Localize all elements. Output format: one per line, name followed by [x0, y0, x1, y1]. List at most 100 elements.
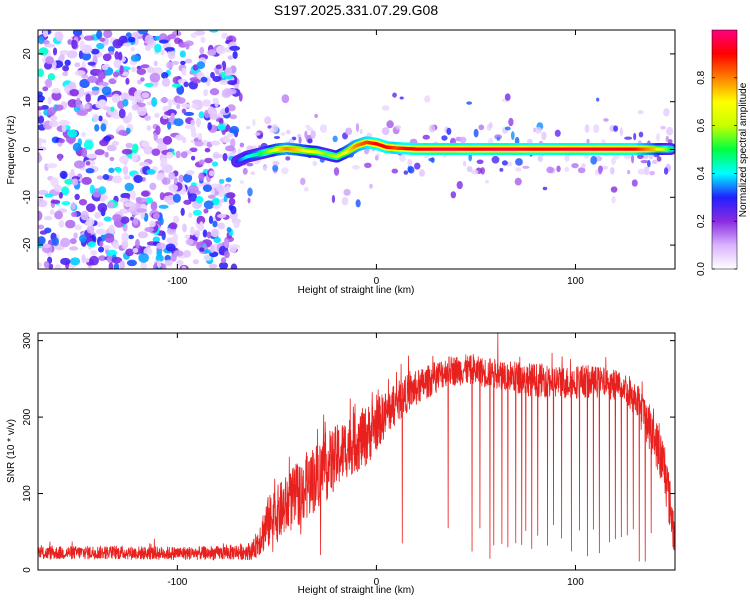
noise-blob: [73, 232, 78, 239]
colorbar-frame: [711, 29, 738, 270]
noise-blob: [542, 186, 548, 191]
noise-blob: [207, 49, 217, 56]
noise-blob: [210, 140, 221, 146]
noise-blob: [188, 212, 193, 218]
noise-blob: [218, 261, 229, 269]
noise-blob: [610, 186, 618, 193]
noise-blob: [45, 43, 56, 48]
noise-blob: [223, 74, 234, 80]
noise-blob: [106, 144, 117, 152]
noise-blob: [269, 127, 275, 133]
noise-blob: [207, 194, 216, 199]
noise-blob: [48, 120, 59, 128]
noise-blob: [556, 165, 561, 173]
noise-blob: [144, 115, 151, 121]
noise-blob: [208, 170, 215, 177]
noise-blob: [61, 186, 70, 196]
noise-blob: [596, 97, 600, 102]
noise-blob: [246, 125, 251, 130]
noise-blob: [191, 132, 198, 138]
noise-blob: [428, 124, 436, 133]
noise-blob: [81, 132, 87, 138]
noise-blob: [144, 34, 154, 45]
noise-blob: [38, 142, 42, 147]
noise-blob: [81, 147, 88, 158]
noise-blob: [108, 167, 115, 174]
noise-blob: [208, 30, 219, 33]
noise-blob: [85, 168, 95, 174]
noise-blob: [656, 156, 662, 162]
noise-blob: [198, 159, 205, 165]
noise-blob: [89, 184, 95, 195]
noise-blob: [44, 193, 54, 198]
noise-blob: [166, 151, 174, 159]
noise-blob: [212, 204, 221, 210]
noise-blob: [107, 249, 118, 257]
noise-blob: [81, 52, 92, 61]
noise-blob: [112, 39, 123, 49]
noise-blob: [198, 172, 205, 181]
noise-blob: [168, 171, 175, 180]
noise-blob: [188, 184, 199, 194]
noise-blob: [103, 216, 112, 222]
noise-blob: [176, 260, 184, 266]
noise-blob: [423, 154, 430, 159]
noise-blob: [46, 163, 58, 169]
noise-blob: [180, 207, 185, 217]
noise-blob: [184, 58, 193, 64]
noise-blob: [126, 259, 138, 267]
noise-blob: [161, 177, 171, 185]
noise-blob: [121, 71, 130, 77]
noise-blob: [120, 216, 130, 224]
noise-blob: [514, 177, 522, 186]
noise-blob: [160, 97, 169, 103]
noise-blob: [466, 165, 473, 173]
noise-blob: [102, 53, 112, 62]
noise-blob: [107, 201, 115, 209]
noise-blob: [642, 153, 649, 159]
noise-blob: [42, 138, 47, 144]
noise-blob: [199, 46, 205, 55]
noise-blob: [95, 221, 104, 227]
snr-panel: -100 0 100 0 100 200 300 Height of straight l…: [6, 332, 676, 596]
noise-blob: [50, 199, 61, 204]
noise-blob: [124, 182, 134, 192]
noise-blob: [62, 71, 68, 77]
noise-blob: [252, 118, 256, 127]
noise-blob: [633, 132, 637, 141]
noise-blob: [43, 40, 50, 45]
noise-blob: [140, 77, 145, 82]
noise-blob: [141, 140, 150, 148]
noise-blob: [170, 112, 175, 119]
noise-blob: [506, 161, 513, 167]
noise-blob: [522, 165, 530, 169]
noise-blob: [61, 124, 67, 133]
noise-blob: [473, 128, 479, 138]
noise-blob: [58, 138, 65, 144]
noise-blob: [103, 135, 112, 142]
noise-blob: [586, 138, 590, 144]
noise-blob: [546, 166, 554, 174]
noise-blob: [43, 261, 50, 269]
noise-blob: [49, 209, 55, 215]
noise-blob: [230, 138, 236, 148]
noise-blob: [57, 153, 63, 162]
noise-blob: [514, 136, 520, 145]
noise-blob: [198, 111, 205, 119]
noise-blob: [190, 119, 195, 127]
noise-blob: [101, 86, 112, 96]
noise-blob: [76, 109, 88, 116]
noise-blob: [122, 42, 132, 47]
x-tick-label: -100: [167, 577, 187, 588]
noise-blob: [67, 129, 78, 138]
noise-blob: [381, 105, 390, 111]
noise-blob: [125, 142, 134, 149]
noise-blob: [210, 186, 215, 197]
noise-blob: [355, 122, 360, 132]
noise-blob: [631, 179, 638, 187]
noise-blob: [120, 92, 130, 102]
noise-blob: [203, 200, 215, 210]
noise-blob: [124, 202, 132, 208]
noise-blob: [172, 215, 180, 224]
